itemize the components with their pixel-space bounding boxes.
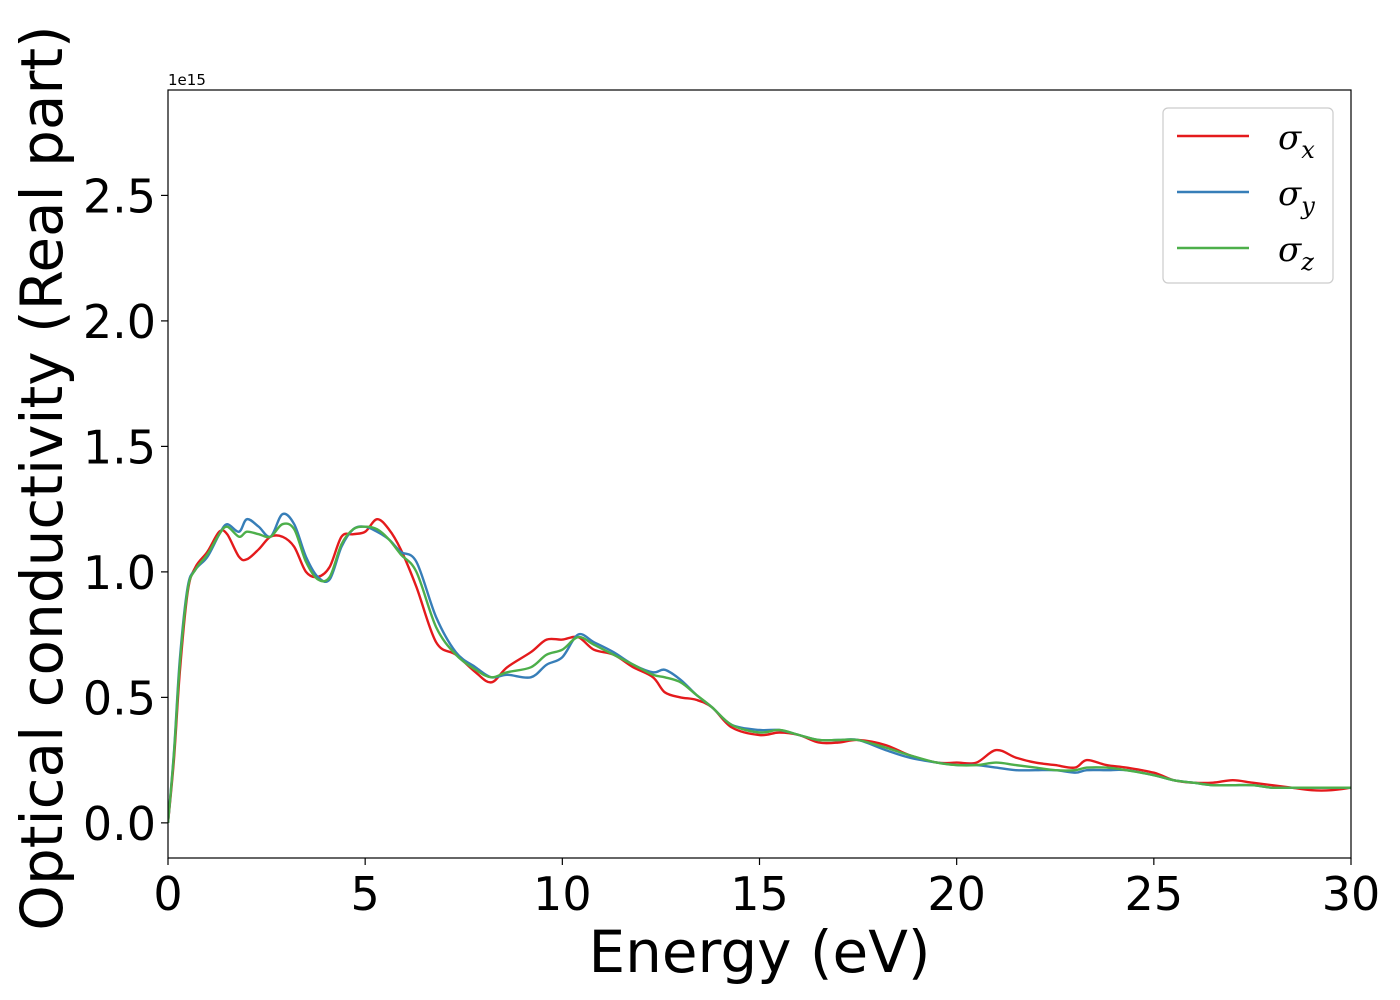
x-axis-title: Energy (eV) — [588, 918, 930, 986]
legend-symbol: σ — [1278, 230, 1302, 270]
y-tick-label: 1.0 — [83, 546, 156, 600]
x-tick-label: 10 — [533, 867, 592, 921]
series-line-y — [168, 512, 1351, 824]
series-line-x — [168, 518, 1351, 824]
y-axis: 0.0 0.5 1.0 1.5 2.0 2.5 — [83, 169, 168, 851]
y-tick-label: 0.0 — [83, 797, 156, 851]
x-tick-label: 0 — [153, 867, 182, 921]
y-tick-label: 2.5 — [83, 169, 156, 223]
x-tick-label: 20 — [927, 867, 986, 921]
legend-symbol: σ — [1278, 174, 1302, 214]
legend-subscript: z — [1300, 248, 1314, 276]
x-tick-label: 5 — [351, 867, 380, 921]
y-tick-label: 0.5 — [83, 671, 156, 725]
legend-box — [1162, 107, 1334, 284]
legend-subscript: x — [1301, 136, 1315, 164]
y-tick-label: 1.5 — [83, 420, 156, 474]
y-tick-label: 2.0 — [83, 295, 156, 349]
legend-symbol: σ — [1278, 118, 1302, 158]
y-offset-label: 1e15 — [168, 71, 206, 89]
legend-subscript: y — [1300, 192, 1315, 220]
series-line-z — [168, 522, 1351, 824]
x-axis: 0 5 10 15 20 25 30 — [153, 858, 1380, 921]
legend-label-x: σx — [1278, 118, 1315, 164]
legend-label-z: σz — [1278, 230, 1314, 276]
x-tick-label: 15 — [730, 867, 789, 921]
y-axis-title: Optical conductivity (Real part) — [8, 25, 76, 930]
series-layer — [168, 512, 1351, 824]
legend-label-y: σy — [1278, 174, 1315, 220]
x-tick-label: 30 — [1322, 867, 1381, 921]
x-tick-label: 25 — [1125, 867, 1184, 921]
